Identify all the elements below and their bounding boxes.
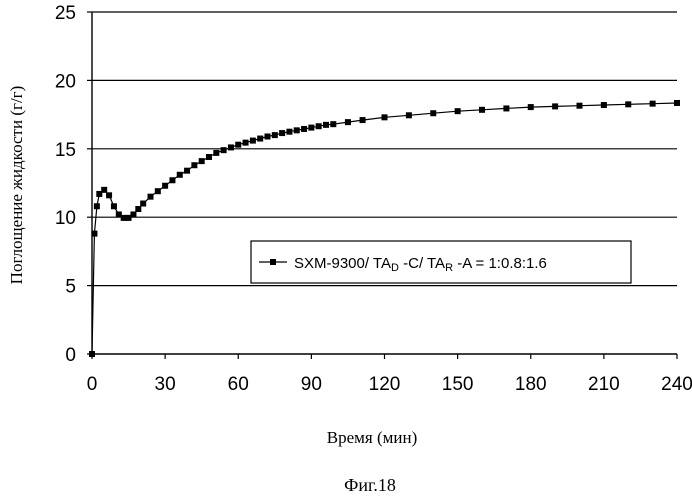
data-point <box>154 188 161 195</box>
data-point <box>344 119 351 126</box>
data-point <box>110 203 117 210</box>
data-point <box>359 117 366 124</box>
x-tick-label: 30 <box>155 374 176 395</box>
data-point <box>249 137 256 144</box>
data-point <box>257 135 264 142</box>
data-point <box>293 127 300 134</box>
x-tick-label: 120 <box>369 374 401 395</box>
x-tick-label: 60 <box>228 374 249 395</box>
data-point <box>120 214 127 221</box>
data-point <box>213 149 220 156</box>
data-point <box>308 124 315 131</box>
data-point <box>162 182 169 189</box>
data-point <box>323 121 329 128</box>
data-point <box>135 205 142 212</box>
data-point <box>125 214 132 221</box>
y-tick-label: 5 <box>65 277 76 298</box>
data-point <box>206 154 212 161</box>
series-line-0 <box>91 102 678 355</box>
x-tick-label: 180 <box>515 374 547 395</box>
data-point <box>625 101 632 108</box>
data-point <box>430 110 437 117</box>
y-tick-label: 0 <box>65 345 76 366</box>
axes <box>87 11 678 359</box>
data-point <box>235 141 242 148</box>
legend-box <box>250 240 632 284</box>
x-tick-labels: 0 30 60 90 120 150 180 210 240 <box>87 374 692 395</box>
data-point <box>503 105 510 112</box>
data-point <box>649 100 656 107</box>
legend-label: SXM-9300/ TAD -C/ TAR -A = 1:0.8:1.6 <box>294 255 547 274</box>
data-point <box>286 128 293 135</box>
data-point <box>191 162 198 169</box>
x-tick-label: 210 <box>588 374 620 395</box>
y-tick-labels: 0 5 10 15 20 25 <box>55 3 76 366</box>
y-tick-label: 20 <box>55 71 76 92</box>
x-axis-label: Время (мин) <box>327 428 418 447</box>
x-tick-label: 90 <box>301 374 322 395</box>
grid-lines <box>92 11 677 287</box>
data-point <box>600 102 607 109</box>
data-point <box>169 177 176 184</box>
data-point <box>242 139 249 146</box>
data-point <box>330 121 337 128</box>
data-point <box>271 132 278 139</box>
y-tick-label: 25 <box>55 3 76 24</box>
data-point <box>527 104 534 111</box>
x-tick-label: 240 <box>661 374 692 395</box>
figure-caption: Фиг.18 <box>344 475 396 495</box>
data-point <box>106 192 113 199</box>
data-point <box>147 193 154 200</box>
data-point <box>220 147 227 154</box>
data-point <box>315 123 322 130</box>
data-point <box>96 190 103 197</box>
data-point <box>227 144 234 151</box>
data-point <box>89 351 95 357</box>
y-tick-label: 15 <box>55 140 76 161</box>
data-point <box>279 130 286 137</box>
data-point <box>405 112 412 119</box>
data-point <box>91 230 98 237</box>
data-point <box>176 171 183 178</box>
data-point <box>674 99 680 106</box>
x-tick-label: 0 <box>87 374 98 395</box>
data-point <box>479 106 485 113</box>
data-point <box>454 108 461 115</box>
data-point <box>552 103 559 110</box>
data-point <box>184 167 191 174</box>
y-tick-label: 10 <box>55 208 76 229</box>
data-point <box>381 114 388 121</box>
data-point <box>140 200 147 207</box>
data-point <box>576 102 583 109</box>
series-group <box>89 99 680 357</box>
data-point <box>301 125 308 132</box>
data-point <box>101 186 108 193</box>
legend-marker <box>270 259 276 265</box>
y-axis-label: Поглощение жидкости (г/г) <box>7 86 26 285</box>
legend: SXM-9300/ TAD -C/ TAR -A = 1:0.8:1.6 <box>250 240 632 284</box>
data-point <box>93 203 100 210</box>
x-tick-label: 150 <box>442 374 474 395</box>
data-point <box>130 211 137 218</box>
data-point <box>264 133 271 140</box>
data-point <box>115 211 122 218</box>
data-point <box>198 158 205 165</box>
